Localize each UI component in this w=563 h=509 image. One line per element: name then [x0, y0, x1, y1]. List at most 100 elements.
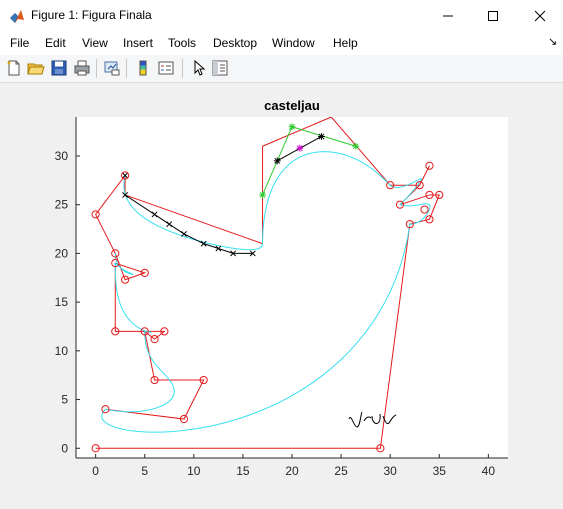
casteljau-level-1-point: [181, 230, 187, 237]
control-point-marker-circle: [101, 405, 110, 414]
casteljau-level-1-point-b: [215, 245, 222, 252]
y-tick-label: 5: [61, 393, 68, 407]
print-icon[interactable]: [73, 59, 91, 77]
menu-file[interactable]: File: [10, 36, 30, 50]
pointer-icon[interactable]: [190, 59, 208, 77]
control-point-marker: [425, 161, 434, 170]
dock-arrow-icon[interactable]: ↘: [548, 36, 558, 48]
casteljau-level-1-point-b: [200, 240, 207, 247]
window-titlebar[interactable]: Figure 1: Figura Finala: [0, 0, 563, 32]
new-figure-icon[interactable]: [5, 59, 23, 77]
control-point-marker: [199, 375, 208, 385]
casteljau-level-1-point: [215, 245, 222, 252]
control-point-marker: [425, 190, 434, 200]
x-tick-label: 0: [92, 464, 99, 478]
bezier-curve: [114, 253, 134, 276]
control-point-marker-circle: [140, 327, 149, 336]
open-file-icon[interactable]: [27, 59, 45, 77]
casteljau-level-3-point: [318, 133, 325, 140]
control-point-marker-circle: [386, 181, 395, 190]
menu-view[interactable]: View: [82, 36, 108, 50]
signature: [348, 411, 397, 428]
y-tick-label: 30: [55, 149, 69, 163]
menu-window[interactable]: Window: [272, 36, 315, 50]
toolbar-separator: [126, 59, 127, 78]
figure-toolbar: [0, 55, 563, 83]
control-point-marker-circle: [405, 220, 414, 229]
casteljau-start-point-b: [122, 172, 129, 179]
casteljau-start-point: [122, 172, 129, 179]
control-point-marker: [150, 375, 159, 385]
casteljau-level-3-point-d: [318, 133, 325, 140]
casteljau-level-1-point-b: [122, 191, 129, 198]
y-tick-label: 0: [61, 441, 68, 455]
casteljau-level-2-point-d: [352, 143, 359, 150]
control-point-marker: [420, 205, 429, 214]
casteljau-level-1-point-b: [230, 250, 237, 257]
control-point-marker: [140, 327, 149, 336]
control-point-marker: [91, 210, 100, 219]
maximize-icon: [488, 10, 498, 21]
casteljau-level-2-point-d: [259, 192, 266, 198]
matlab-icon: [10, 10, 24, 23]
maximize-button[interactable]: [470, 0, 516, 31]
control-point-marker-circle: [179, 414, 189, 424]
control-point-marker: [91, 444, 100, 453]
y-tick-label: 25: [55, 198, 69, 212]
casteljau-level-1-point: [230, 250, 237, 257]
menu-tools[interactable]: Tools: [168, 36, 197, 50]
control-point-marker: [140, 268, 149, 277]
menu-desktop[interactable]: Desktop: [213, 36, 258, 50]
bezier-curve: [105, 331, 175, 413]
control-point-marker: [160, 327, 169, 336]
property-editor-icon[interactable]: [211, 59, 229, 77]
control-point-marker: [120, 275, 130, 284]
minimize-icon: [443, 15, 453, 16]
signature-stroke: [348, 411, 397, 428]
plot-area: [91, 117, 444, 453]
x-tick-label: 20: [285, 464, 299, 478]
control-point-marker: [386, 181, 395, 190]
casteljau-level-2-point: [352, 142, 360, 150]
control-point-marker: [425, 215, 434, 224]
menu-insert[interactable]: Insert: [123, 36, 154, 50]
control-point-marker-circle: [395, 200, 405, 209]
colorbar-icon[interactable]: [134, 59, 152, 77]
control-point-marker-circle: [91, 210, 100, 219]
control-point-marker-circle: [111, 259, 120, 268]
control-point-marker: [120, 171, 130, 180]
x-tick-label: 10: [187, 464, 201, 478]
minimize-button[interactable]: [425, 0, 471, 31]
close-icon: [534, 10, 546, 21]
control-point-marker-circle: [199, 375, 208, 385]
close-button[interactable]: [517, 0, 563, 31]
menu-bar: File Edit View Insert Tools Desktop Wind…: [0, 31, 563, 55]
control-point-marker-circle: [415, 181, 424, 190]
control-point-marker-circle: [150, 335, 159, 344]
control-point-marker-circle: [376, 444, 385, 453]
bezier-curve: [389, 178, 422, 206]
casteljau-plot[interactable]: casteljau 0 5 10 15 20 25 30 35 40 0 5 10 15 20 25 30: [0, 83, 563, 504]
casteljau-level-1-point: [151, 211, 158, 218]
control-point-marker-circle: [111, 249, 120, 258]
link-icon[interactable]: [103, 59, 121, 77]
casteljau-level-1-point-b: [166, 221, 173, 228]
control-point-marker-circle: [120, 275, 130, 284]
control-point-marker: [405, 220, 414, 229]
control-point-marker-circle: [160, 327, 169, 336]
x-tick-label: 35: [433, 464, 447, 478]
legend-icon[interactable]: [157, 59, 175, 77]
control-point-marker: [395, 200, 405, 209]
menu-edit[interactable]: Edit: [45, 36, 66, 50]
control-point-marker: [111, 249, 120, 258]
axes-background: [76, 117, 508, 458]
figure-canvas: casteljau 0 5 10 15 20 25 30 35 40 0 5 10 15 20 25 30: [0, 83, 563, 504]
save-icon[interactable]: [50, 59, 68, 77]
control-point-marker-circle: [91, 444, 100, 453]
casteljau-level-1-point-b: [181, 230, 187, 237]
casteljau-level-1-point: [249, 250, 256, 257]
x-tick-label: 15: [236, 464, 250, 478]
menu-help[interactable]: Help: [333, 36, 358, 50]
casteljau-level-1-line: [124, 194, 253, 254]
casteljau-level-2-point: [259, 191, 266, 199]
